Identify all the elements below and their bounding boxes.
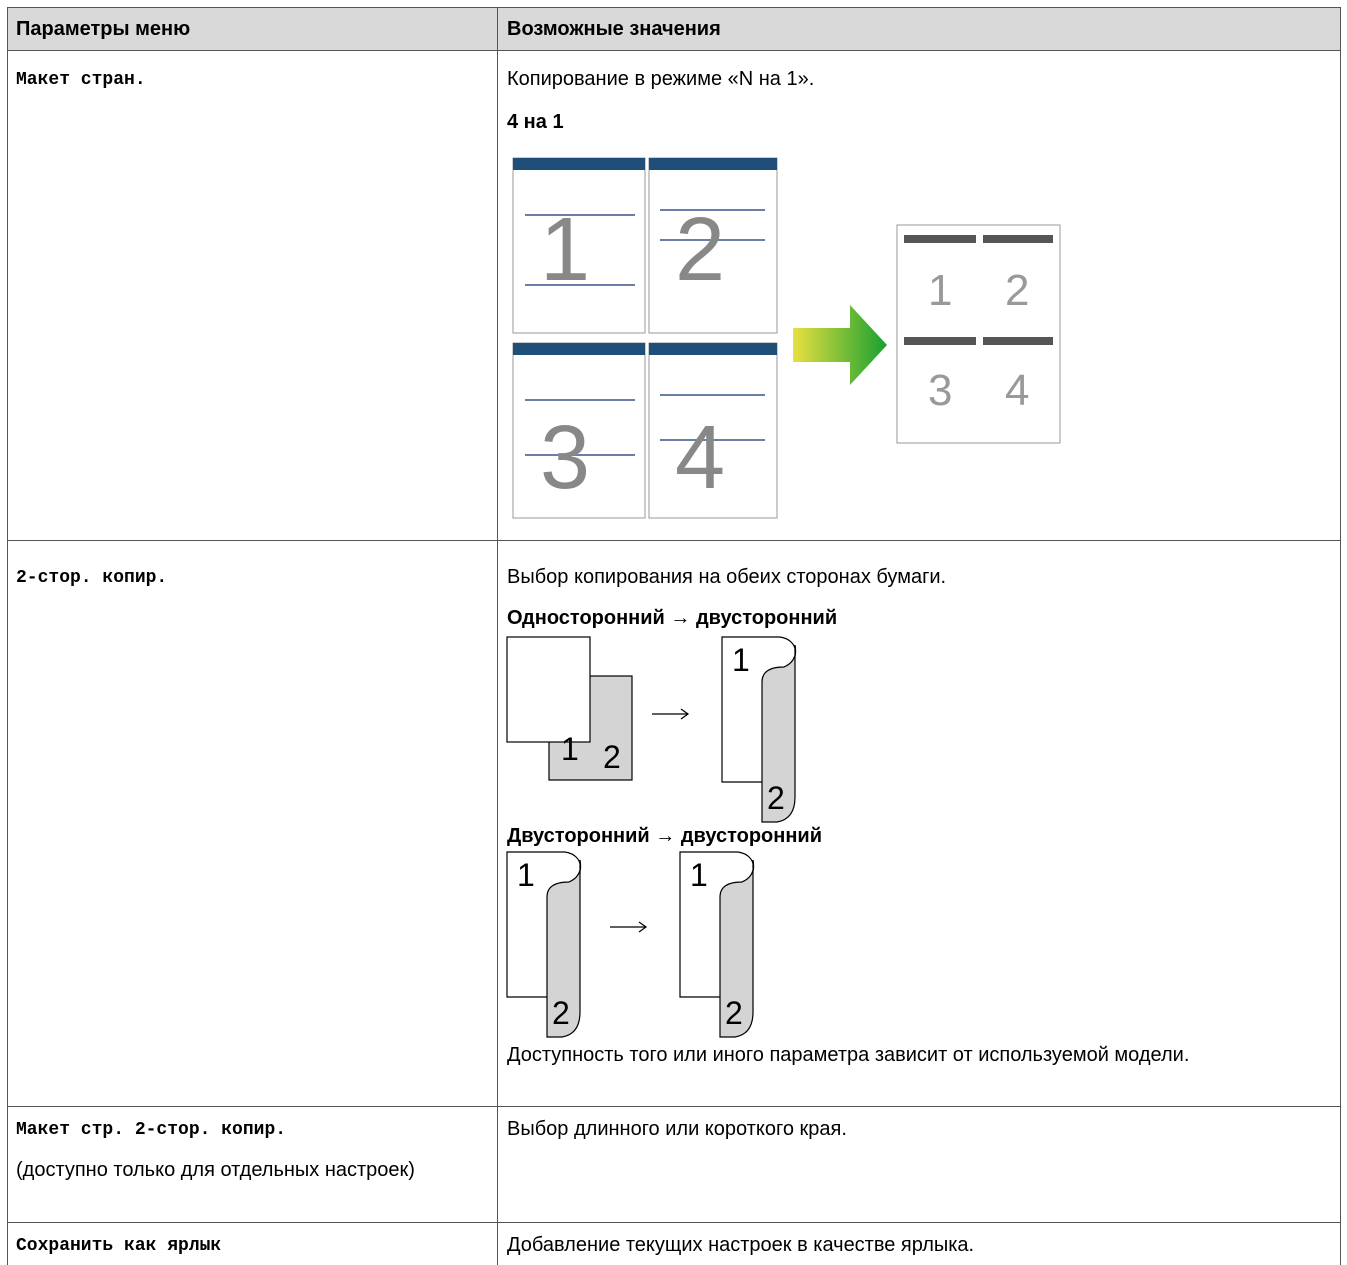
page-number: 1	[732, 642, 750, 678]
note: Доступность того или иного параметра зав…	[507, 1044, 1190, 1066]
border	[7, 1222, 1341, 1223]
label: Односторонний → двусторонний	[507, 607, 838, 629]
page-number: 4	[675, 408, 725, 508]
border	[7, 1106, 1341, 1107]
header-cell: Возможные значения	[507, 18, 721, 40]
border	[7, 540, 1341, 541]
duplex-illustration: 1 2 1 2	[506, 636, 797, 823]
page-number: 3	[928, 366, 952, 415]
page-number: 4	[1005, 366, 1029, 415]
option: Макет стран.	[16, 70, 146, 90]
page-number: 2	[767, 780, 785, 816]
page-number: 1	[561, 731, 579, 767]
option: 2-стор. копир.	[16, 568, 168, 588]
border	[7, 7, 1341, 8]
option: Макет стр. 2-стор. копир.	[16, 1120, 287, 1140]
page-number: 1	[928, 266, 952, 315]
option-note: (доступно только для отдельных настроек)	[16, 1159, 415, 1181]
duplex-illustration: 1 2 1 2	[506, 851, 755, 1038]
label: Двусторонний → двусторонний	[507, 825, 823, 847]
border	[7, 50, 1341, 51]
page-number: 2	[603, 739, 621, 775]
border	[497, 7, 498, 1265]
border	[7, 7, 8, 1265]
page-number: 1	[540, 200, 590, 300]
header-bg	[7, 7, 1341, 50]
label: 4 на 1	[507, 111, 564, 133]
page-number: 2	[552, 995, 570, 1031]
border	[1340, 7, 1341, 1265]
page-number: 2	[1005, 266, 1029, 315]
page-number: 2	[725, 995, 743, 1031]
page-number: 2	[675, 200, 725, 300]
description: Добавление текущих настроек в качестве я…	[507, 1234, 975, 1256]
description: Выбор длинного или короткого края.	[507, 1118, 847, 1140]
page-number: 3	[540, 408, 590, 508]
n-in-1-illustration: 1 2 3 4 1 2 3 4	[512, 157, 1061, 519]
description: Копирование в режиме «N на 1».	[507, 68, 815, 90]
description: Выбор копирования на обеих сторонах бума…	[507, 566, 947, 588]
header-cell: Параметры меню	[16, 18, 191, 40]
option: Сохранить как ярлык	[16, 1236, 222, 1256]
page-number: 1	[517, 857, 535, 893]
page-number: 1	[690, 857, 708, 893]
